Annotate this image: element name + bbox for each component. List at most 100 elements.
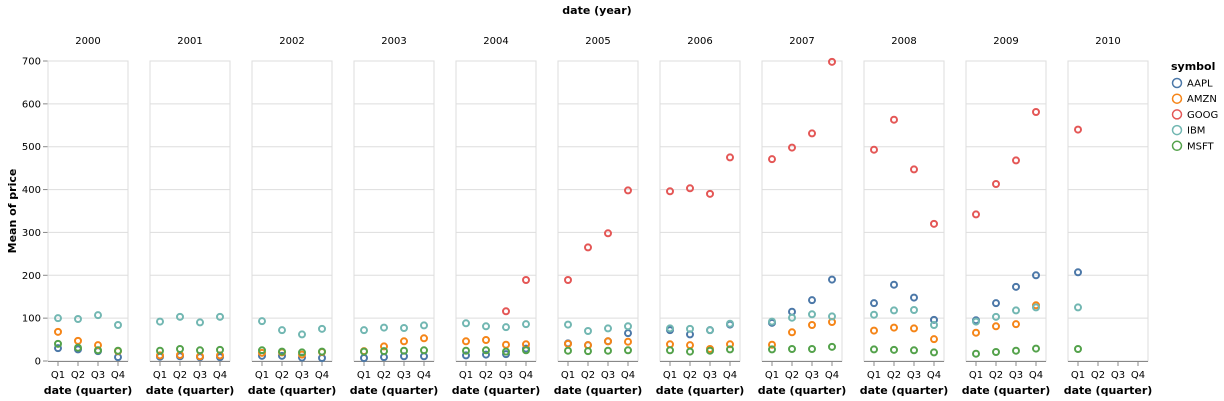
- point-amzn-2000-q2: [74, 336, 82, 345]
- x-axis-title: date (quarter): [44, 384, 133, 397]
- point-goog-2010-q1: [1074, 125, 1082, 134]
- point-msft-2002-q1: [258, 346, 266, 355]
- point-msft-2007-q1: [768, 345, 776, 354]
- legend-symbol: [1171, 93, 1183, 104]
- point-ibm-2001-q4: [216, 312, 224, 321]
- point-ibm-2000-q3: [94, 311, 102, 320]
- point-aapl-2007-q4: [828, 275, 836, 284]
- point-ibm-2004-q3: [502, 323, 510, 332]
- point-aapl-2000-q1: [54, 344, 62, 353]
- point-ibm-2008-q4: [930, 321, 938, 329]
- x-tick-label: Q2: [71, 370, 85, 381]
- point-ibm-2009-q4: [1032, 303, 1040, 312]
- point-goog-2005-q3: [604, 229, 612, 238]
- point-aapl-2008-q3: [910, 293, 918, 302]
- point-msft-2005-q3: [604, 346, 612, 355]
- point-amzn-2007-q3: [808, 321, 816, 329]
- x-tick-label: Q3: [601, 370, 615, 381]
- point-ibm-2001-q1: [156, 317, 164, 326]
- point-msft-2008-q4: [930, 348, 938, 357]
- point-aapl-2008-q1: [870, 299, 878, 308]
- point-goog-2006-q2: [686, 184, 694, 193]
- facet-frame: [1067, 60, 1149, 362]
- point-msft-2006-q3: [706, 346, 714, 355]
- legend-item-msft: MSFT: [1171, 140, 1215, 152]
- legend-item-goog: GOOG: [1171, 109, 1218, 121]
- x-tick-label: Q4: [417, 370, 431, 381]
- point-aapl-2008-q2: [890, 280, 898, 289]
- point-msft-2000-q2: [74, 343, 82, 352]
- legend-symbol: [1171, 140, 1183, 152]
- x-tick-label: Q4: [315, 370, 329, 381]
- point-ibm-2003-q4: [420, 321, 428, 330]
- point-msft-2008-q1: [870, 345, 878, 354]
- facet-label: 2006: [687, 36, 712, 47]
- facet-2003: 2003 Q1 Q2 Q3 Q4 date (quarter): [350, 36, 439, 397]
- point-amzn-2003-q3: [400, 337, 408, 346]
- facet-label: 2008: [891, 36, 916, 47]
- facet-2006: 2006 Q1 Q2 Q3 Q4 date (quarter): [656, 36, 745, 397]
- point-msft-2010-q1: [1074, 345, 1082, 353]
- facet-frame: [455, 60, 537, 362]
- x-tick-label: Q1: [357, 370, 371, 381]
- point-ibm-2002-q1: [258, 317, 266, 326]
- point-ibm-2001-q3: [196, 318, 204, 327]
- point-ibm-2009-q2: [992, 312, 1000, 321]
- point-msft-2003-q3: [400, 346, 408, 355]
- x-tick-label: Q2: [989, 370, 1003, 381]
- point-aapl-2002-q2: [278, 351, 286, 360]
- facet-frame: [251, 60, 333, 362]
- point-ibm-2010-q1: [1074, 303, 1082, 312]
- point-ibm-2003-q1: [360, 326, 368, 335]
- facet-label: 2003: [381, 36, 406, 47]
- point-msft-2005-q4: [624, 346, 632, 355]
- point-ibm-2007-q4: [828, 312, 836, 321]
- point-msft-2003-q2: [380, 347, 388, 356]
- point-msft-2004-q3: [502, 347, 510, 356]
- x-tick-label: Q4: [519, 370, 533, 381]
- legend-label: AAPL: [1187, 79, 1213, 90]
- x-tick-label: Q3: [499, 370, 513, 381]
- point-ibm-2005-q2: [584, 327, 592, 335]
- x-axis-title: date (quarter): [758, 384, 847, 397]
- point-ibm-2008-q1: [870, 310, 878, 319]
- point-msft-2008-q2: [890, 345, 898, 354]
- point-ibm-2008-q3: [910, 306, 918, 314]
- point-goog-2007-q1: [768, 155, 776, 164]
- x-tick-label: Q1: [459, 370, 473, 381]
- point-goog-2006-q4: [726, 153, 734, 162]
- point-msft-2009-q1: [972, 349, 980, 358]
- legend-symbol: [1171, 77, 1183, 89]
- point-amzn-2009-q2: [992, 322, 1000, 331]
- facet-label: 2005: [585, 36, 610, 47]
- point-goog-2007-q2: [788, 143, 796, 152]
- point-msft-2008-q3: [910, 346, 918, 355]
- point-msft-2000-q3: [94, 346, 102, 355]
- x-tick-label: Q4: [927, 370, 941, 381]
- point-ibm-2000-q1: [54, 314, 62, 323]
- point-msft-2007-q4: [828, 342, 836, 351]
- point-aapl-2003-q1: [360, 354, 368, 362]
- point-msft-2001-q4: [216, 345, 224, 354]
- point-ibm-2004-q4: [522, 320, 530, 329]
- legend-label: MSFT: [1187, 141, 1215, 152]
- x-tick-label: Q2: [887, 370, 901, 381]
- point-msft-2000-q4: [114, 346, 122, 355]
- point-aapl-2009-q3: [1012, 282, 1020, 291]
- y-tick-label: 600: [22, 99, 41, 110]
- point-ibm-2000-q2: [74, 315, 82, 323]
- facet-2000: 2000 Q1 Q2 Q3 Q4 date (quarter): [44, 36, 133, 397]
- point-ibm-2002-q3: [298, 330, 306, 339]
- facet-2007: 2007 Q1 Q2 Q3 Q4 date (quarter): [758, 36, 847, 397]
- point-aapl-2005-q4: [624, 329, 632, 338]
- point-msft-2004-q4: [522, 346, 530, 355]
- point-msft-2004-q2: [482, 346, 490, 355]
- x-tick-label: Q3: [397, 370, 411, 381]
- point-amzn-2001-q1: [156, 351, 164, 360]
- point-ibm-2001-q2: [176, 312, 184, 321]
- point-amzn-2009-q1: [972, 328, 980, 337]
- point-goog-2007-q4: [828, 57, 836, 66]
- point-goog-2007-q3: [808, 129, 816, 138]
- x-tick-label: Q4: [723, 370, 737, 381]
